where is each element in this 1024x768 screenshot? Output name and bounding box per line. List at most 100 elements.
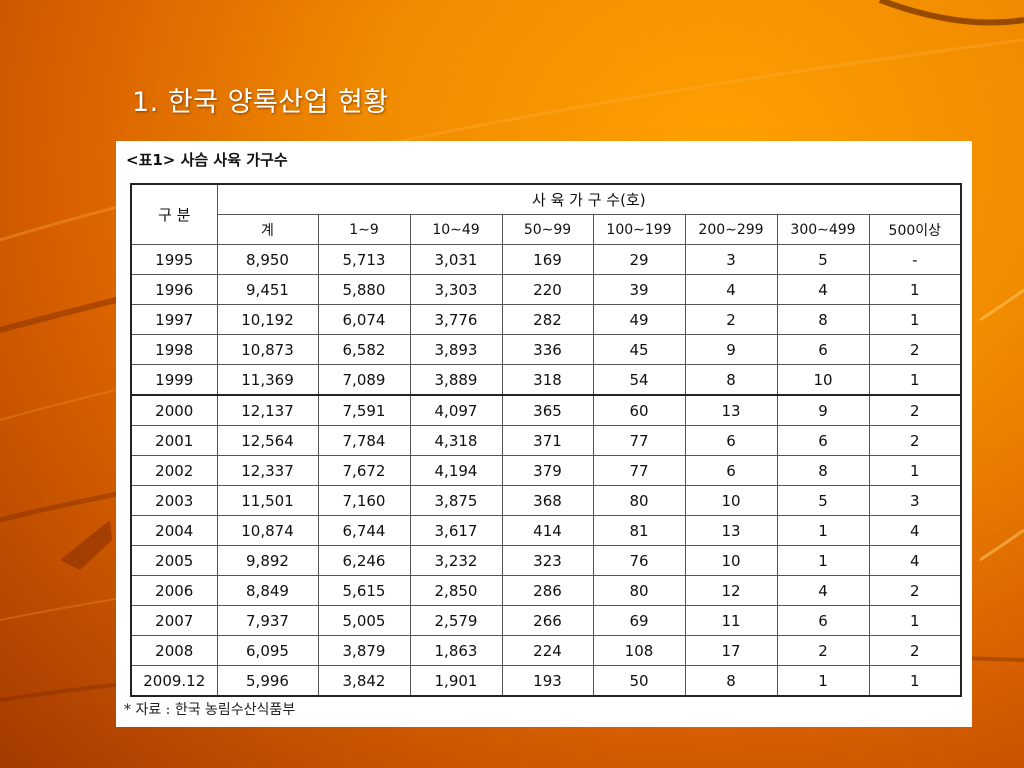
table-cell: 39 xyxy=(592,274,686,305)
table-cell: 13 xyxy=(684,515,778,546)
table-cell: 7,160 xyxy=(317,485,411,516)
row-year: 1996 xyxy=(130,274,218,305)
table-row: 2006 8,849 5,615 2,850 286 80 12 4 2 xyxy=(130,575,962,606)
table-caption: <표1> 사슴 사육 가구수 xyxy=(126,151,288,169)
row-year: 2008 xyxy=(130,635,218,666)
table-cell: 336 xyxy=(501,334,594,365)
table-cell: 17 xyxy=(684,635,778,666)
table-cell: 282 xyxy=(501,304,594,335)
table-cell: 193 xyxy=(501,665,594,697)
table-row: 1999 11,369 7,089 3,889 318 54 8 10 1 xyxy=(130,364,962,396)
table-cell: 9 xyxy=(684,334,778,365)
table-cell: 8 xyxy=(684,364,778,396)
table-cell: 169 xyxy=(501,244,594,275)
table-cell: - xyxy=(868,244,962,275)
table-cell: 3,031 xyxy=(409,244,503,275)
table-row: 1998 10,873 6,582 3,893 336 45 9 6 2 xyxy=(130,334,962,365)
table-cell: 6,095 xyxy=(216,635,319,666)
table-row: 2005 9,892 6,246 3,232 323 76 10 1 4 xyxy=(130,545,962,576)
table-cell: 1 xyxy=(868,274,962,305)
column-header: 계 xyxy=(216,214,319,245)
table-cell: 49 xyxy=(592,304,686,335)
table-cell: 80 xyxy=(592,485,686,516)
table-cell: 1 xyxy=(868,605,962,636)
table-cell: 5,615 xyxy=(317,575,411,606)
row-year: 2007 xyxy=(130,605,218,636)
column-header: 200∼299 xyxy=(684,214,778,245)
table-row: 2003 11,501 7,160 3,875 368 80 10 5 3 xyxy=(130,485,962,516)
table-cell: 3 xyxy=(684,244,778,275)
table-cell: 50 xyxy=(592,665,686,697)
table-row: 1995 8,950 5,713 3,031 169 29 3 5- xyxy=(130,244,962,275)
table-cell: 13 xyxy=(684,394,778,426)
table-cell: 5 xyxy=(776,485,870,516)
table-cell: 4 xyxy=(684,274,778,305)
table-cell: 9 xyxy=(776,394,870,426)
table-cell: 286 xyxy=(501,575,594,606)
table-cell: 6 xyxy=(776,425,870,456)
table-cell: 7,937 xyxy=(216,605,319,636)
table-row: 1997 10,192 6,074 3,776 282 49 2 8 1 xyxy=(130,304,962,335)
table-cell: 1,863 xyxy=(409,635,503,666)
row-year: 2001 xyxy=(130,425,218,456)
column-header: 500이상 xyxy=(868,214,962,245)
table-cell: 7,784 xyxy=(317,425,411,456)
table-cell: 4 xyxy=(868,545,962,576)
table-cell: 11,369 xyxy=(216,364,319,396)
table-cell: 3,842 xyxy=(317,665,411,697)
table-cell: 1 xyxy=(776,515,870,546)
header-category: 구 분 xyxy=(130,183,218,245)
row-year: 2004 xyxy=(130,515,218,546)
table-cell: 81 xyxy=(592,515,686,546)
table-cell: 379 xyxy=(501,455,594,486)
row-year: 2000 xyxy=(130,394,218,426)
table-cell: 12,337 xyxy=(216,455,319,486)
table-cell: 8 xyxy=(776,455,870,486)
table-panel: <표1> 사슴 사육 가구수 구 분 사 육 가 구 수(호) 계 1∼9 10∼4… xyxy=(116,141,972,727)
table-cell: 1 xyxy=(868,364,962,396)
column-header: 1∼9 xyxy=(317,214,411,245)
table-cell: 8 xyxy=(776,304,870,335)
row-year: 1997 xyxy=(130,304,218,335)
table-cell: 3,232 xyxy=(409,545,503,576)
table-cell: 10 xyxy=(776,364,870,396)
table-cell: 3,875 xyxy=(409,485,503,516)
table-cell: 4,097 xyxy=(409,394,503,426)
table-cell: 266 xyxy=(501,605,594,636)
column-header: 100∼199 xyxy=(592,214,686,245)
table-cell: 5,880 xyxy=(317,274,411,305)
row-year: 1999 xyxy=(130,364,218,396)
table-cell: 1 xyxy=(776,545,870,576)
table-cell: 3,617 xyxy=(409,515,503,546)
table-cell: 10,873 xyxy=(216,334,319,365)
table-cell: 7,089 xyxy=(317,364,411,396)
table-cell: 12 xyxy=(684,575,778,606)
table-cell: 12,137 xyxy=(216,394,319,426)
table-cell: 11,501 xyxy=(216,485,319,516)
table-footnote: * 자료 : 한국 농림수산식품부 xyxy=(124,702,296,718)
table-cell: 5,996 xyxy=(216,665,319,697)
table-cell: 6,246 xyxy=(317,545,411,576)
table-cell: 2 xyxy=(868,334,962,365)
table-cell: 1 xyxy=(868,455,962,486)
row-year: 1998 xyxy=(130,334,218,365)
table-cell: 3,303 xyxy=(409,274,503,305)
table-cell: 80 xyxy=(592,575,686,606)
table-cell: 323 xyxy=(501,545,594,576)
table-cell: 77 xyxy=(592,455,686,486)
table-cell: 45 xyxy=(592,334,686,365)
table-row: 2004 10,874 6,744 3,617 414 81 13 1 4 xyxy=(130,515,962,546)
table-cell: 8,849 xyxy=(216,575,319,606)
table-cell: 108 xyxy=(592,635,686,666)
table-cell: 60 xyxy=(592,394,686,426)
table-cell: 6 xyxy=(684,425,778,456)
table-cell: 6,074 xyxy=(317,304,411,335)
table-cell: 6 xyxy=(684,455,778,486)
table-cell: 2 xyxy=(868,394,962,426)
table-cell: 5 xyxy=(776,244,870,275)
table-cell: 2 xyxy=(684,304,778,335)
table-cell: 1 xyxy=(868,665,962,697)
column-header: 50∼99 xyxy=(501,214,594,245)
table-cell: 2 xyxy=(868,635,962,666)
table-cell: 1,901 xyxy=(409,665,503,697)
